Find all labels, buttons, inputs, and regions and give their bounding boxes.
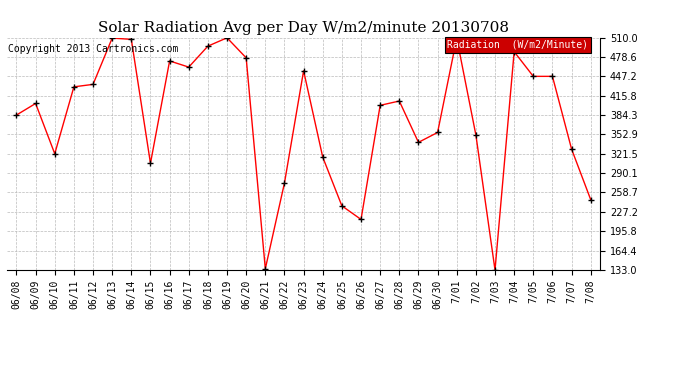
Text: Radiation  (W/m2/Minute): Radiation (W/m2/Minute) [447, 40, 589, 50]
Text: Copyright 2013 Cartronics.com: Copyright 2013 Cartronics.com [8, 45, 179, 54]
Title: Solar Radiation Avg per Day W/m2/minute 20130708: Solar Radiation Avg per Day W/m2/minute … [98, 21, 509, 35]
